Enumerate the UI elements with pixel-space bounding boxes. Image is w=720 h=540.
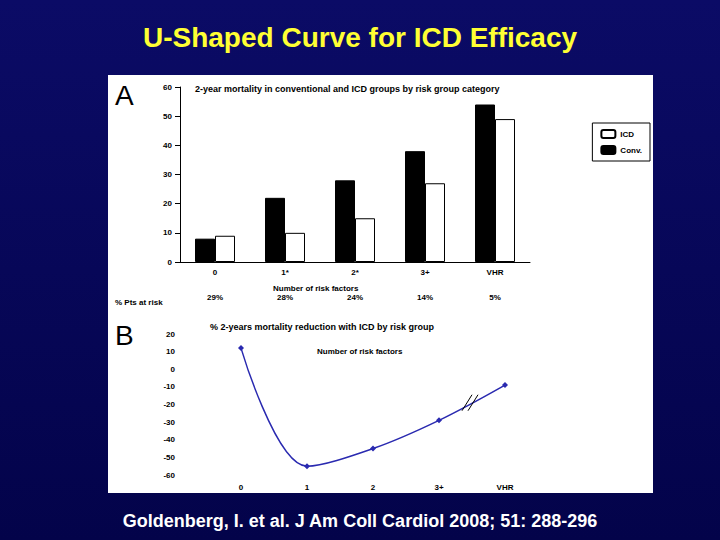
svg-text:2*: 2*: [351, 268, 359, 277]
svg-text:A: A: [115, 80, 134, 111]
svg-text:VHR: VHR: [487, 268, 504, 277]
svg-text:5%: 5%: [489, 293, 501, 302]
svg-text:% Pts at risk: % Pts at risk: [115, 298, 163, 307]
svg-text:24%: 24%: [347, 293, 363, 302]
svg-text:14%: 14%: [417, 293, 433, 302]
svg-text:20: 20: [163, 199, 172, 208]
svg-text:30: 30: [163, 170, 172, 179]
svg-text:Number of risk factors: Number of risk factors: [317, 347, 403, 356]
svg-text:-40: -40: [163, 435, 175, 444]
svg-text:60: 60: [163, 83, 172, 92]
svg-text:50: 50: [163, 112, 172, 121]
svg-text:Conv.: Conv.: [620, 146, 642, 155]
svg-text:-10: -10: [163, 382, 175, 391]
svg-text:20: 20: [166, 330, 175, 339]
svg-text:U-Shaped Curve for ICD Efficac: U-Shaped Curve for ICD Efficacy: [143, 22, 578, 53]
svg-text:0: 0: [239, 483, 244, 492]
svg-text:0: 0: [168, 258, 173, 267]
svg-text:3+: 3+: [420, 268, 429, 277]
svg-text:2-year mortality in convention: 2-year mortality in conventional and ICD…: [195, 84, 500, 94]
svg-text:0: 0: [213, 268, 218, 277]
svg-text:0: 0: [171, 365, 176, 374]
svg-text:ICD: ICD: [620, 130, 634, 139]
svg-text:% 2-years mortality reduction: % 2-years mortality reduction with ICD b…: [210, 322, 435, 332]
svg-text:B: B: [115, 320, 134, 351]
svg-text:28%: 28%: [277, 293, 293, 302]
svg-text:VHR: VHR: [497, 483, 514, 492]
svg-text:-30: -30: [163, 418, 175, 427]
svg-text:10: 10: [163, 228, 172, 237]
svg-text:1*: 1*: [281, 268, 289, 277]
svg-text:29%: 29%: [207, 293, 223, 302]
svg-text:10: 10: [166, 347, 175, 356]
svg-text:Number of risk factors: Number of risk factors: [273, 284, 359, 293]
svg-text:3+: 3+: [434, 483, 443, 492]
svg-text:-60: -60: [163, 471, 175, 480]
svg-text:Goldenberg, I. et al. J Am Col: Goldenberg, I. et al. J Am Coll Cardiol …: [123, 511, 598, 531]
svg-text:2: 2: [371, 483, 376, 492]
svg-text:1: 1: [305, 483, 310, 492]
svg-text:-20: -20: [163, 400, 175, 409]
svg-text:-50: -50: [163, 453, 175, 462]
svg-text:40: 40: [163, 141, 172, 150]
